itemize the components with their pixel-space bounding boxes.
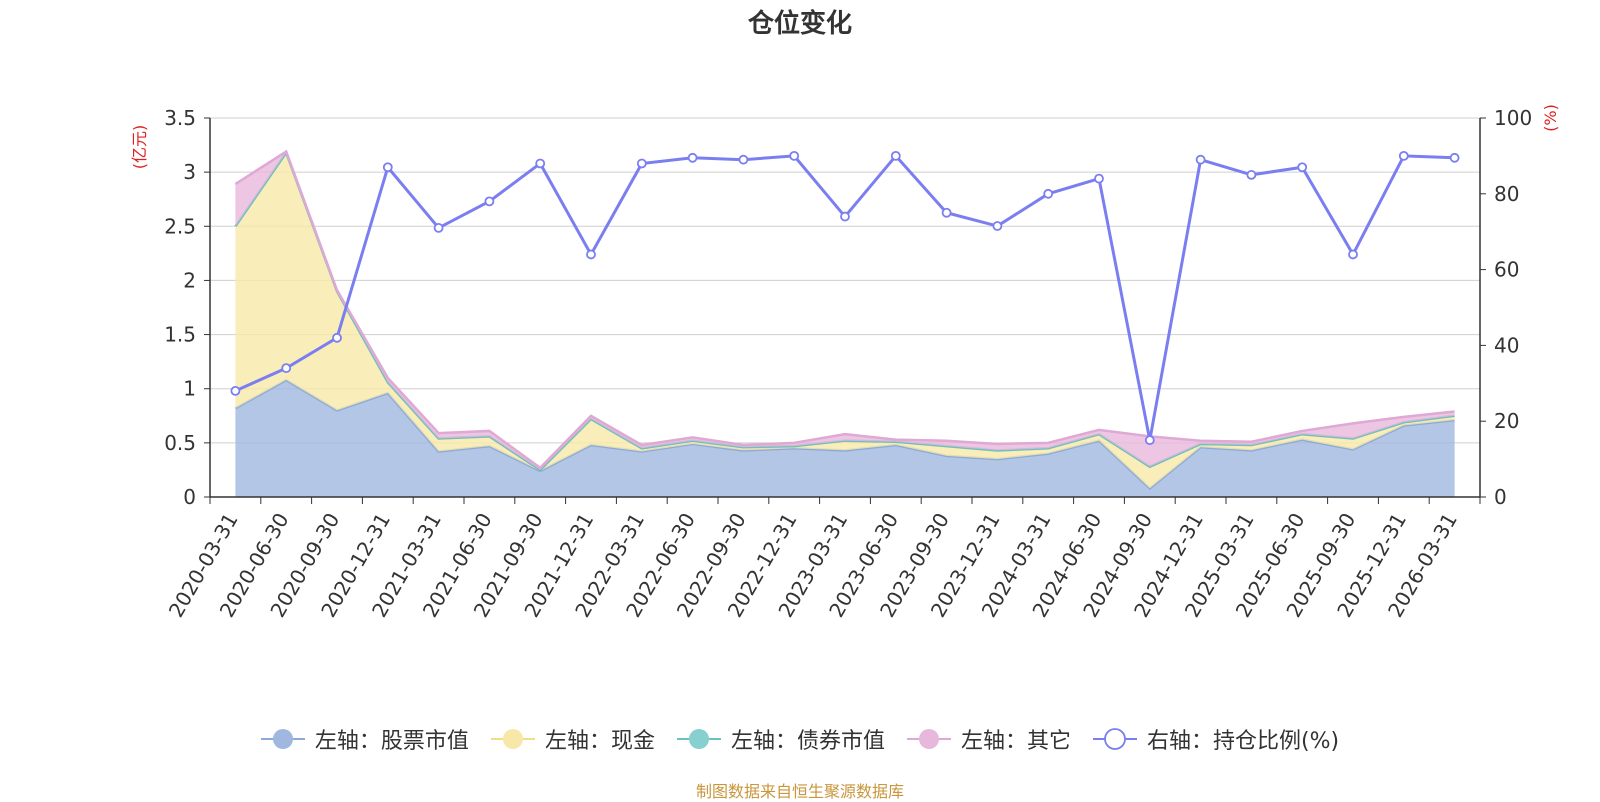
- ratio-point: [1348, 249, 1358, 260]
- ratio-point: [1043, 188, 1054, 199]
- legend-item[interactable]: 左轴：现金: [490, 723, 655, 755]
- legend-marker-icon: [1092, 726, 1137, 752]
- left-tick-label: 0: [183, 485, 196, 509]
- legend-label: 右轴：持仓比例(%): [1146, 729, 1340, 754]
- ratio-point: [992, 221, 1003, 231]
- stacked-areas: [234, 149, 1455, 497]
- ratio-point: [636, 158, 647, 169]
- legend-marker-icon: [490, 726, 535, 752]
- left-tick-label: 1: [183, 377, 196, 401]
- ratio-point: [890, 150, 901, 161]
- right-tick-label: 100: [1494, 106, 1532, 130]
- ratio-point: [230, 385, 241, 396]
- ratio-line-path: [234, 153, 1455, 441]
- holding-ratio-line: [230, 150, 1460, 446]
- legend-marker-icon: [906, 726, 951, 752]
- grid-lines: [210, 117, 1480, 444]
- legend-item[interactable]: 左轴：股票市值: [260, 723, 469, 755]
- right-axis-unit: (%): [1541, 104, 1560, 132]
- ratio-point: [840, 211, 850, 222]
- ratio-point: [1094, 173, 1104, 184]
- ratio-point: [332, 332, 342, 343]
- left-tick-label: 1.5: [164, 323, 196, 347]
- ratio-point: [1144, 435, 1155, 446]
- left-axis-unit: (亿元): [130, 125, 149, 170]
- legend-item[interactable]: 右轴：持仓比例(%): [1092, 723, 1340, 755]
- ratio-point: [281, 363, 292, 374]
- ratio-point: [789, 150, 800, 161]
- right-tick-label: 60: [1494, 258, 1519, 282]
- ratio-point: [941, 207, 952, 218]
- legend-label: 左轴：现金: [544, 729, 655, 754]
- legend-item[interactable]: 左轴：其它: [906, 723, 1071, 755]
- left-tick-label: 3: [183, 160, 196, 184]
- ratio-point: [382, 162, 393, 173]
- ratio-point: [687, 152, 698, 163]
- right-tick-label: 20: [1494, 409, 1519, 433]
- ratio-point: [738, 154, 749, 165]
- ratio-point: [1195, 154, 1206, 165]
- right-tick-label: 80: [1494, 182, 1519, 206]
- legend-label: 左轴：其它: [960, 729, 1071, 754]
- ratio-point: [484, 196, 495, 207]
- chart-title: 仓位变化: [747, 8, 852, 39]
- ratio-point: [1449, 152, 1460, 163]
- ratio-point: [1297, 162, 1308, 173]
- legend: 左轴：股票市值 左轴：现金 左轴：债券市值 左轴：其它 右轴：持仓比例(%): [0, 724, 1600, 754]
- right-tick-label: 40: [1494, 333, 1519, 357]
- legend-marker-icon: [260, 726, 305, 752]
- left-tick-label: 0.5: [164, 431, 196, 455]
- ratio-point: [1398, 150, 1409, 161]
- right-tick-label: 0: [1494, 485, 1507, 509]
- legend-label: 左轴：债券市值: [730, 729, 885, 754]
- ratio-point: [535, 158, 546, 169]
- legend-item[interactable]: 左轴：债券市值: [676, 723, 885, 755]
- ratio-point: [1246, 169, 1257, 180]
- legend-marker-icon: [676, 726, 721, 752]
- area-0: [235, 380, 1455, 497]
- legend-label: 左轴：股票市值: [314, 729, 469, 754]
- ratio-point: [433, 223, 444, 233]
- left-tick-label: 2: [183, 268, 196, 292]
- left-tick-label: 2.5: [164, 214, 196, 238]
- data-source-note: 制图数据来自恒生聚源数据库: [695, 782, 904, 801]
- area-edge-3: [234, 149, 1455, 470]
- left-tick-label: 3.5: [164, 106, 196, 130]
- ratio-point: [586, 249, 596, 260]
